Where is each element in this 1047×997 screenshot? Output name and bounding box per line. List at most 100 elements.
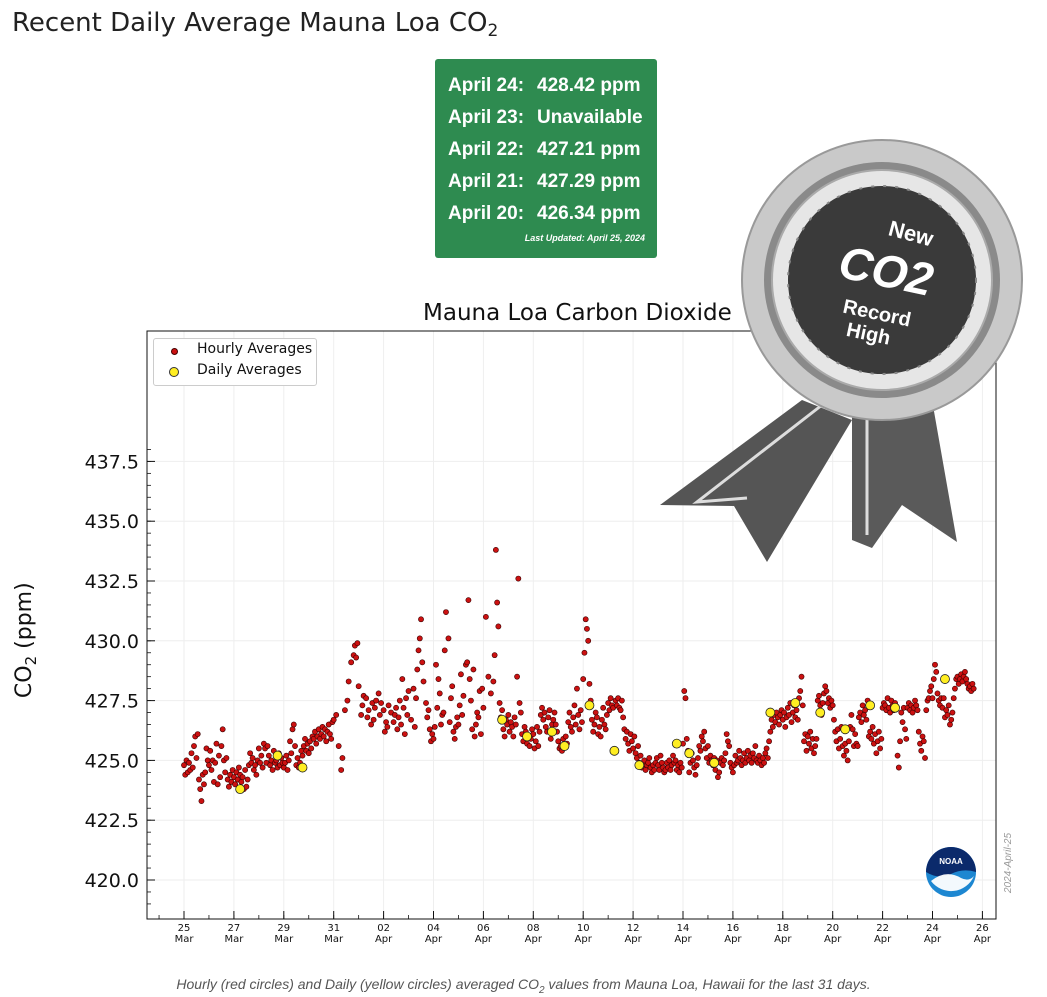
hourly-point bbox=[873, 750, 880, 757]
hourly-point bbox=[594, 714, 600, 721]
chart-legend: Hourly Averages Daily Averages bbox=[153, 338, 317, 386]
date-stamp: 2024-April-25 bbox=[1003, 832, 1014, 893]
hourly-point bbox=[264, 743, 271, 749]
x-tick-label-day: 22 bbox=[876, 923, 889, 934]
hourly-point bbox=[970, 685, 977, 692]
hourly-point bbox=[418, 616, 424, 623]
x-tick-label-month: Mar bbox=[175, 934, 195, 945]
daily-point bbox=[940, 674, 950, 684]
hourly-point bbox=[763, 745, 770, 752]
hourly-point bbox=[323, 738, 330, 745]
hourly-point bbox=[456, 702, 463, 709]
daily-point bbox=[522, 731, 532, 742]
hourly-point bbox=[485, 673, 492, 680]
hourly-point bbox=[455, 721, 462, 728]
hourly-point bbox=[913, 702, 920, 709]
hourly-point bbox=[181, 762, 187, 769]
hourly-point bbox=[895, 764, 902, 771]
y-tick-label: 427.5 bbox=[85, 691, 139, 713]
hourly-point bbox=[381, 728, 388, 735]
hourly-point bbox=[288, 750, 295, 757]
latest-value: 427.21 ppm bbox=[537, 139, 641, 160]
hourly-point bbox=[212, 759, 219, 766]
daily-point bbox=[634, 760, 645, 771]
hourly-point bbox=[433, 661, 439, 668]
hourly-point bbox=[902, 726, 908, 733]
x-tick-label-day: 27 bbox=[228, 923, 241, 934]
legend-marker-hourly bbox=[171, 348, 178, 355]
hourly-point bbox=[516, 700, 523, 706]
hourly-point bbox=[646, 755, 653, 761]
page-title: Recent Daily Average Mauna Loa CO2 bbox=[12, 8, 499, 41]
hourly-point bbox=[454, 714, 461, 721]
hourly-point bbox=[426, 726, 433, 733]
hourly-point bbox=[730, 769, 736, 776]
hourly-point bbox=[378, 700, 385, 706]
latest-row: April 20: 426.34 ppm bbox=[435, 198, 657, 230]
hourly-point bbox=[424, 714, 431, 721]
hourly-point bbox=[589, 716, 595, 723]
y-tick-label: 425.0 bbox=[85, 750, 139, 772]
hourly-point bbox=[198, 798, 205, 804]
hourly-point bbox=[449, 683, 456, 690]
hourly-point bbox=[469, 726, 476, 733]
noaa-logo-icon: NOAA bbox=[926, 847, 976, 897]
hourly-point bbox=[284, 767, 291, 773]
hourly-point bbox=[852, 731, 859, 737]
hourly-point bbox=[575, 712, 582, 718]
hourly-point bbox=[294, 755, 301, 761]
x-tick-label-month: Apr bbox=[525, 934, 543, 945]
hourly-point bbox=[534, 724, 540, 730]
hourly-point bbox=[569, 728, 575, 735]
hourly-point bbox=[419, 659, 426, 666]
hourly-point bbox=[848, 712, 855, 718]
hourly-point bbox=[947, 721, 953, 728]
hourly-point bbox=[898, 709, 905, 716]
last-updated: Last Updated: April 25, 2024 bbox=[524, 233, 645, 243]
hourly-point bbox=[574, 685, 580, 692]
hourly-point bbox=[219, 726, 226, 733]
hourly-point bbox=[355, 683, 362, 690]
hourly-point bbox=[496, 700, 503, 706]
hourly-point bbox=[591, 721, 598, 728]
hourly-point bbox=[395, 714, 402, 721]
latest-row: April 21: 427.29 ppm bbox=[435, 166, 657, 198]
hourly-point bbox=[797, 688, 804, 694]
hourly-point bbox=[855, 714, 862, 721]
x-tick-label-day: 25 bbox=[178, 923, 191, 934]
x-tick-label-day: 18 bbox=[776, 923, 789, 934]
hourly-point bbox=[445, 635, 452, 642]
hourly-point bbox=[431, 724, 438, 730]
hourly-point bbox=[505, 712, 512, 718]
hourly-point bbox=[726, 743, 733, 749]
hourly-point bbox=[371, 704, 378, 711]
x-tick-label-month: Mar bbox=[224, 934, 244, 945]
hourly-point bbox=[214, 781, 221, 788]
hourly-point bbox=[807, 728, 814, 735]
hourly-point bbox=[385, 702, 392, 709]
hourly-point bbox=[363, 695, 370, 702]
daily-point bbox=[671, 738, 682, 749]
hourly-point bbox=[308, 745, 315, 752]
hourly-point bbox=[258, 752, 265, 759]
hourly-point bbox=[188, 750, 195, 757]
hourly-point bbox=[450, 728, 457, 735]
hourly-point bbox=[722, 750, 729, 757]
hourly-point bbox=[458, 671, 464, 678]
hourly-point bbox=[287, 738, 293, 745]
hourly-point bbox=[672, 757, 679, 764]
daily-point bbox=[235, 784, 246, 795]
hourly-point bbox=[878, 735, 885, 742]
hourly-point bbox=[398, 721, 404, 728]
hourly-point bbox=[529, 726, 535, 733]
hourly-point bbox=[358, 712, 365, 718]
hourly-point bbox=[440, 709, 447, 716]
hourly-point bbox=[468, 697, 474, 704]
hourly-point bbox=[404, 712, 411, 718]
hourly-point bbox=[843, 747, 850, 754]
latest-value: Unavailable bbox=[537, 107, 643, 128]
hourly-point bbox=[292, 743, 298, 749]
hourly-point bbox=[541, 709, 548, 716]
hourly-point bbox=[767, 728, 774, 735]
hourly-point bbox=[202, 769, 209, 776]
